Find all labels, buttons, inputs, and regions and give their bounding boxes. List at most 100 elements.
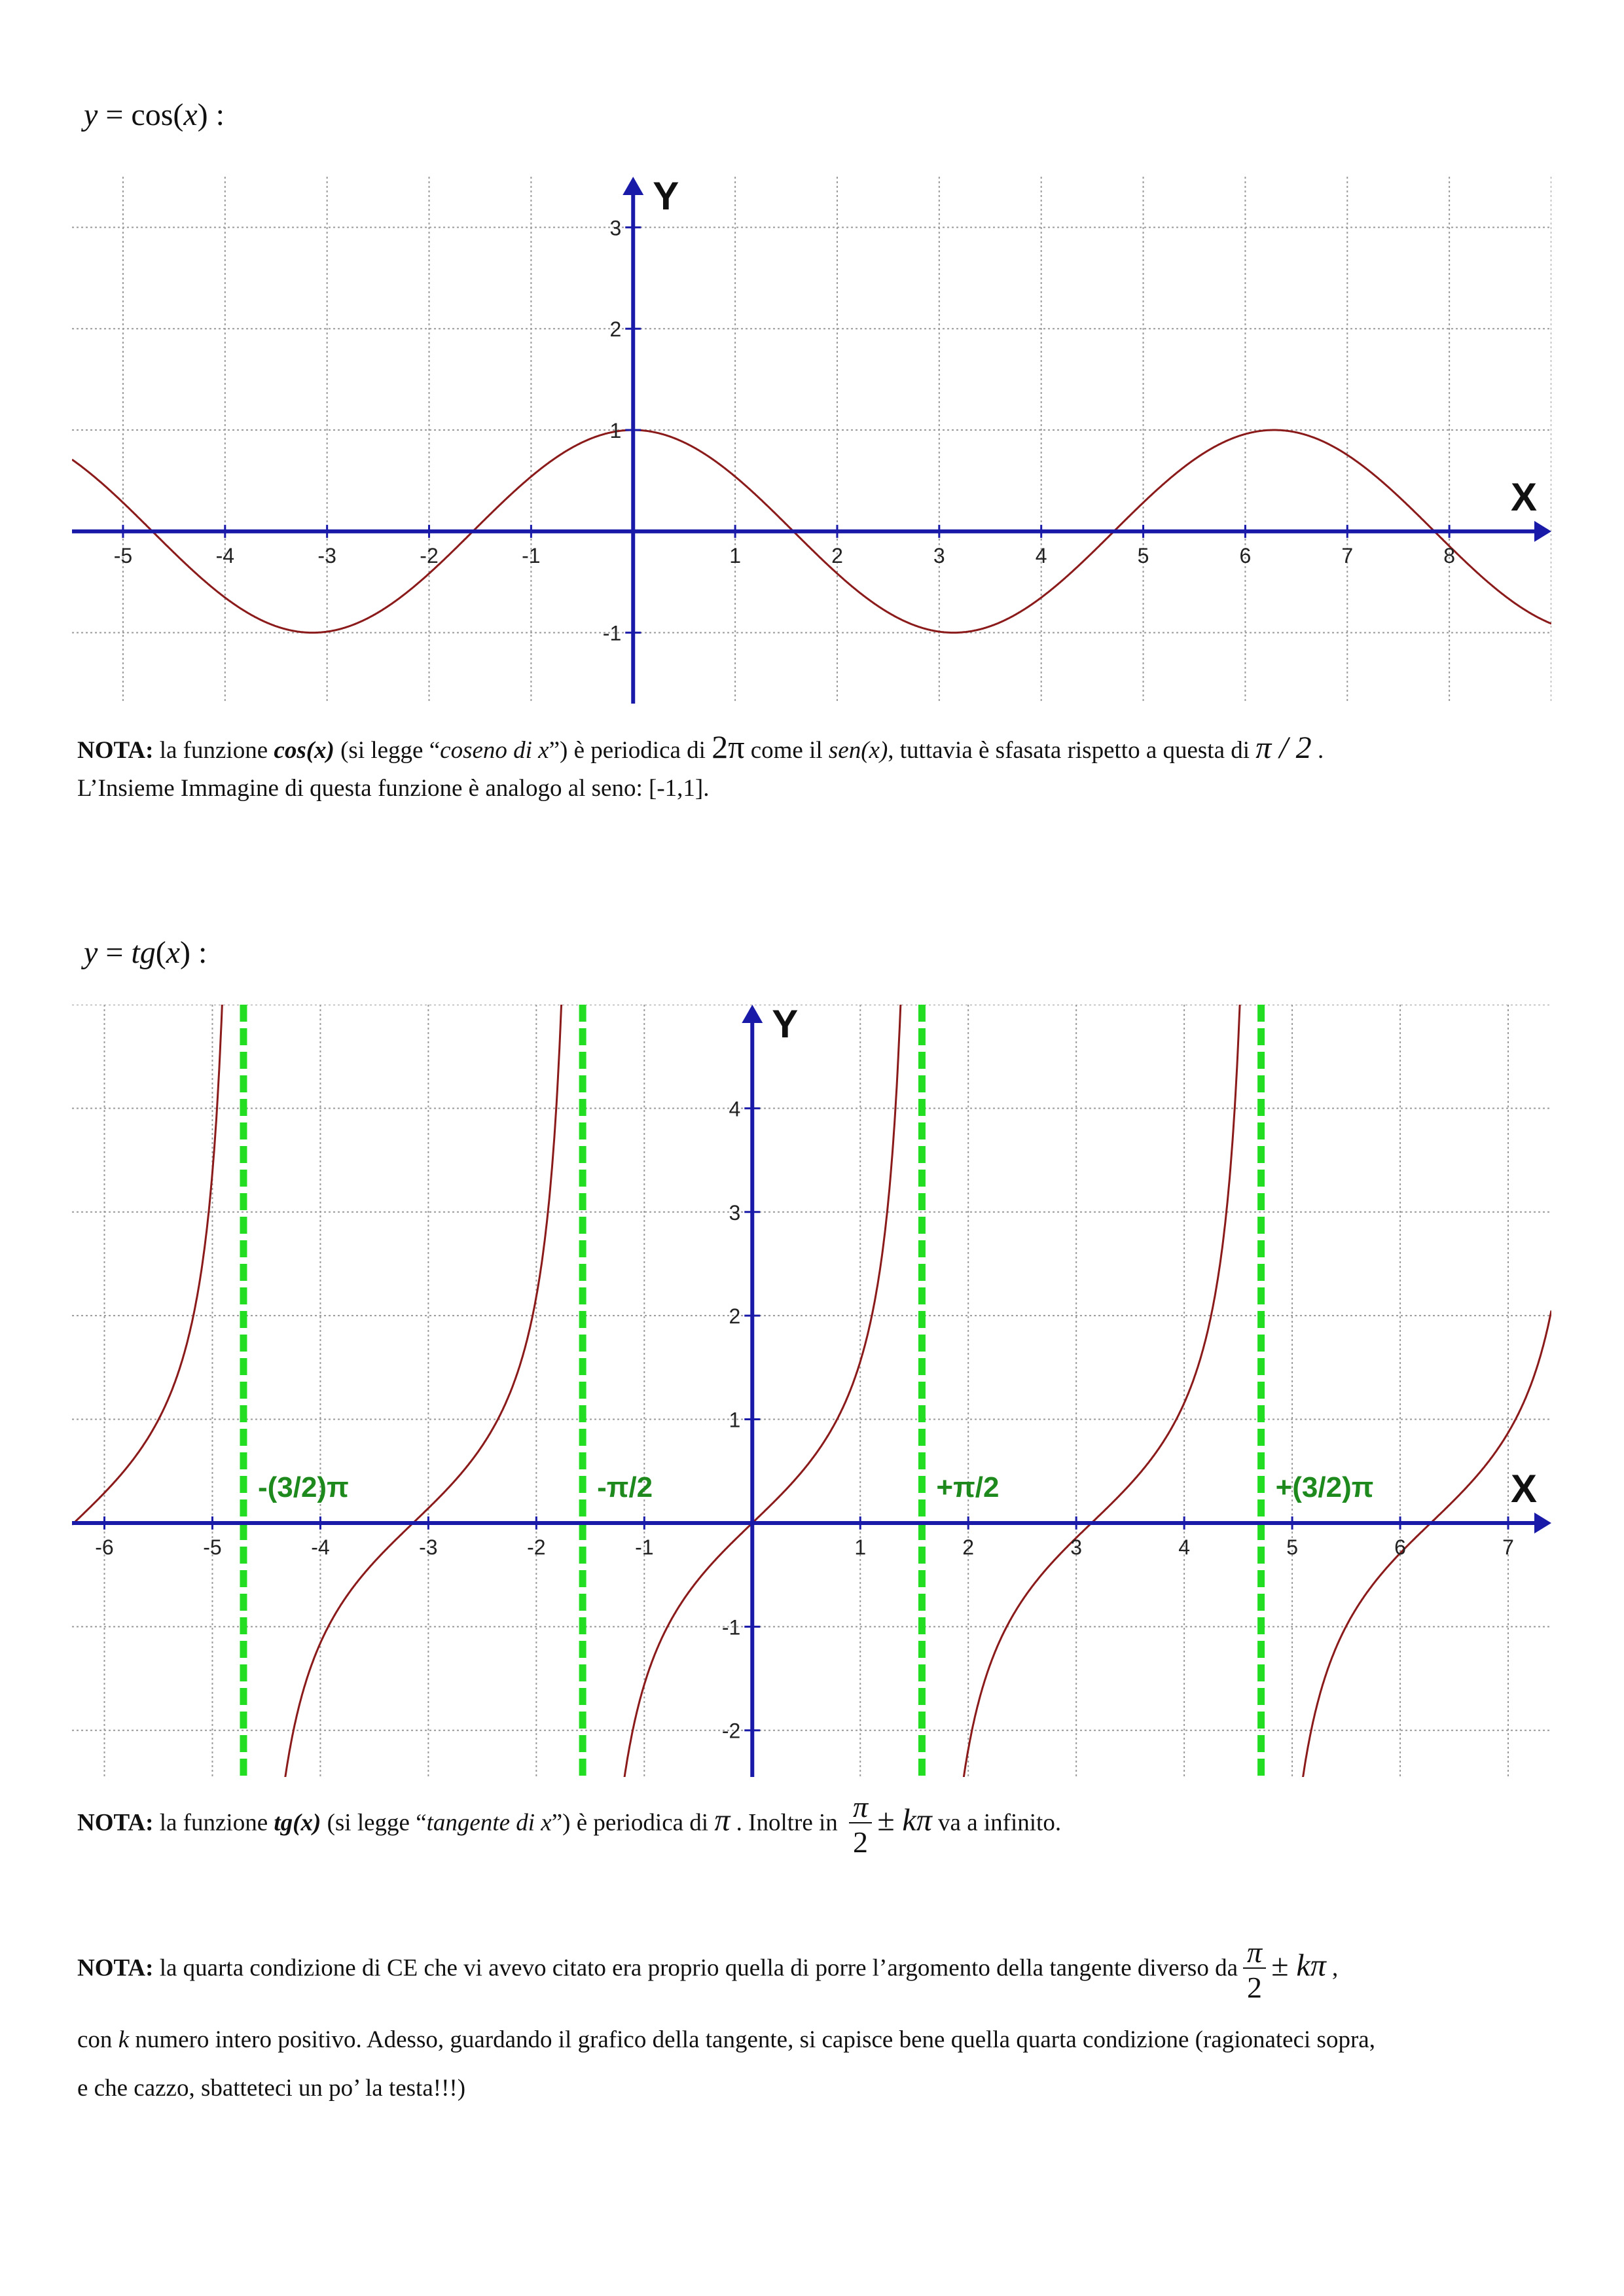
cos-note: NOTA: la funzione cos(x) (si legge “cose…	[77, 725, 1324, 770]
cos-note-t5: , tuttavia è sfasata rispetto a questa d…	[888, 737, 1256, 764]
asymptote-label: -(3/2)π	[258, 1471, 349, 1503]
x-tick-label: -2	[420, 544, 438, 567]
x-tick-label: 3	[1070, 1535, 1082, 1559]
final-note-frac-num: π	[1247, 1935, 1263, 1969]
tg-note-period: π	[714, 1803, 731, 1838]
tg-note-t2: (si legge “	[321, 1809, 427, 1837]
y-tick-label: 4	[729, 1097, 740, 1121]
cos-note-sen: sen(x)	[828, 737, 888, 764]
final-note-text2a: con	[77, 2026, 118, 2053]
tg-note-t3: ”) è periodica di	[551, 1809, 715, 1837]
x-tick-label: 2	[831, 544, 843, 567]
tg-title-eq: =	[98, 935, 132, 970]
x-tick-label: 8	[1443, 544, 1455, 567]
asymptote-label: +(3/2)π	[1276, 1471, 1374, 1503]
y-tick-label: 2	[609, 317, 621, 341]
final-note-text1: la quarta condizione di CE che vi avevo …	[153, 1954, 1238, 1982]
asymptote-label: -π/2	[597, 1471, 653, 1503]
tg-title-post: ) :	[180, 935, 208, 970]
cos-title-post: ) :	[197, 98, 225, 132]
x-tick-label: 1	[854, 1535, 866, 1559]
cos-note-lead: NOTA:	[77, 737, 154, 764]
cos-curve-layer	[72, 429, 1551, 634]
y-tick-label: 1	[729, 1408, 740, 1432]
x-tick-label: 5	[1138, 544, 1149, 567]
x-tick-label: 6	[1240, 544, 1252, 567]
tg-axes: XY	[72, 1005, 1551, 1777]
x-tick-label: -3	[419, 1535, 437, 1559]
x-tick-label: -5	[203, 1535, 221, 1559]
final-note-line3: e che cazzo, sbatteteci un po’ la testa!…	[77, 2075, 466, 2102]
final-note-comma: ,	[1326, 1954, 1339, 1982]
x-tick-label: 3	[933, 544, 945, 567]
x-tick-label: 1	[729, 544, 741, 567]
cos-note-shift: π / 2	[1255, 730, 1312, 765]
x-tick-label: -1	[635, 1535, 653, 1559]
y-axis-label: Y	[653, 177, 679, 218]
y-tick-label: -1	[722, 1615, 740, 1639]
tg-curve-layer	[72, 1005, 1551, 1777]
x-tick-label: -3	[317, 544, 336, 567]
x-axis-label: X	[1511, 475, 1537, 519]
x-tick-label: 7	[1341, 544, 1353, 567]
function-curve	[72, 429, 1551, 634]
cos-ticks: -5 -4 -3 -2 -1 1 2 3 4 5 6 7 8 3 2 1 -1	[114, 216, 1455, 645]
cos-note-t3: ”) è periodica di	[549, 737, 712, 764]
cos-title-y: y	[84, 98, 98, 132]
cos-axes: XY	[72, 177, 1551, 704]
x-axis-label: X	[1511, 1467, 1537, 1511]
tg-note: NOTA: la funzione tg(x) (si legge “tange…	[77, 1792, 1061, 1857]
tg-title: y = tg(x) :	[84, 935, 207, 971]
tg-title-fn: tg	[131, 935, 156, 970]
tg-ticks: -6 -5 -4 -3 -2 -1 1 2 3 4 5 6 7 4 3 2 1 -1 -2	[95, 1097, 1514, 1742]
x-tick-label: 7	[1502, 1535, 1514, 1559]
y-tick-label: -2	[722, 1719, 740, 1743]
y-tick-label: 2	[729, 1304, 740, 1328]
cos-note-t1: la funzione	[153, 737, 274, 764]
x-tick-label: -4	[216, 544, 234, 567]
tg-note-reading: tangente di x	[426, 1809, 552, 1837]
cos-grid	[72, 177, 1551, 704]
tg-note-lead: NOTA:	[77, 1809, 154, 1837]
final-note-text2b: numero intero positivo. Adesso, guardand…	[129, 2026, 1375, 2053]
tg-note-t4: . Inoltre in	[730, 1809, 844, 1837]
cos-note-t4: come il	[744, 737, 829, 764]
cos-note-t2: (si legge “	[334, 737, 441, 764]
tg-chart: -(3/2)π -π/2 +π/2 +(3/2)π XY -6 -5 -4 -3 -2 -1 1 2…	[72, 1005, 1551, 1777]
tg-title-var: x	[166, 935, 181, 970]
cos-note-reading: coseno di x	[440, 737, 549, 764]
y-tick-label: -1	[603, 622, 621, 645]
final-note-line1: NOTA: la quarta condizione di CE che vi …	[77, 1937, 1338, 2003]
tg-asymptotes: -(3/2)π -π/2 +π/2 +(3/2)π	[240, 1005, 1374, 1777]
tg-title-open: (	[155, 935, 166, 970]
cos-note-period: 2π	[712, 728, 745, 765]
final-note-k: k	[118, 2026, 130, 2053]
x-tick-label: 6	[1394, 1535, 1406, 1559]
x-tick-label: -2	[527, 1535, 545, 1559]
function-curve	[72, 1005, 1551, 1777]
cos-note-t6: .	[1311, 737, 1324, 764]
final-note-frac-den: 2	[1243, 1967, 1267, 2003]
final-note-pm: ± kπ	[1271, 1948, 1326, 1983]
y-axis-label: Y	[772, 1005, 798, 1046]
cos-note-line2: L’Insieme Immagine di questa funzione è …	[77, 775, 710, 802]
tg-note-frac-den: 2	[849, 1822, 873, 1857]
cos-note-fname: cos(x)	[274, 737, 334, 764]
x-axis-arrow	[1534, 1512, 1551, 1534]
x-tick-label: -6	[95, 1535, 113, 1559]
x-tick-label: -5	[114, 544, 132, 567]
x-tick-label: 4	[1178, 1535, 1190, 1559]
final-note-line2: con k numero intero positivo. Adesso, gu…	[77, 2024, 1375, 2056]
y-axis-arrow	[742, 1005, 763, 1023]
cos-title-var: x	[183, 98, 198, 132]
tg-note-pm: ± kπ	[877, 1803, 932, 1838]
tg-grid	[72, 1005, 1551, 1777]
tg-note-t5: va a infinito.	[931, 1809, 1062, 1837]
asymptote-label: +π/2	[936, 1471, 999, 1503]
cos-title: y = cos(x) :	[84, 97, 225, 133]
x-tick-label: 5	[1286, 1535, 1298, 1559]
y-tick-label: 1	[609, 419, 621, 442]
